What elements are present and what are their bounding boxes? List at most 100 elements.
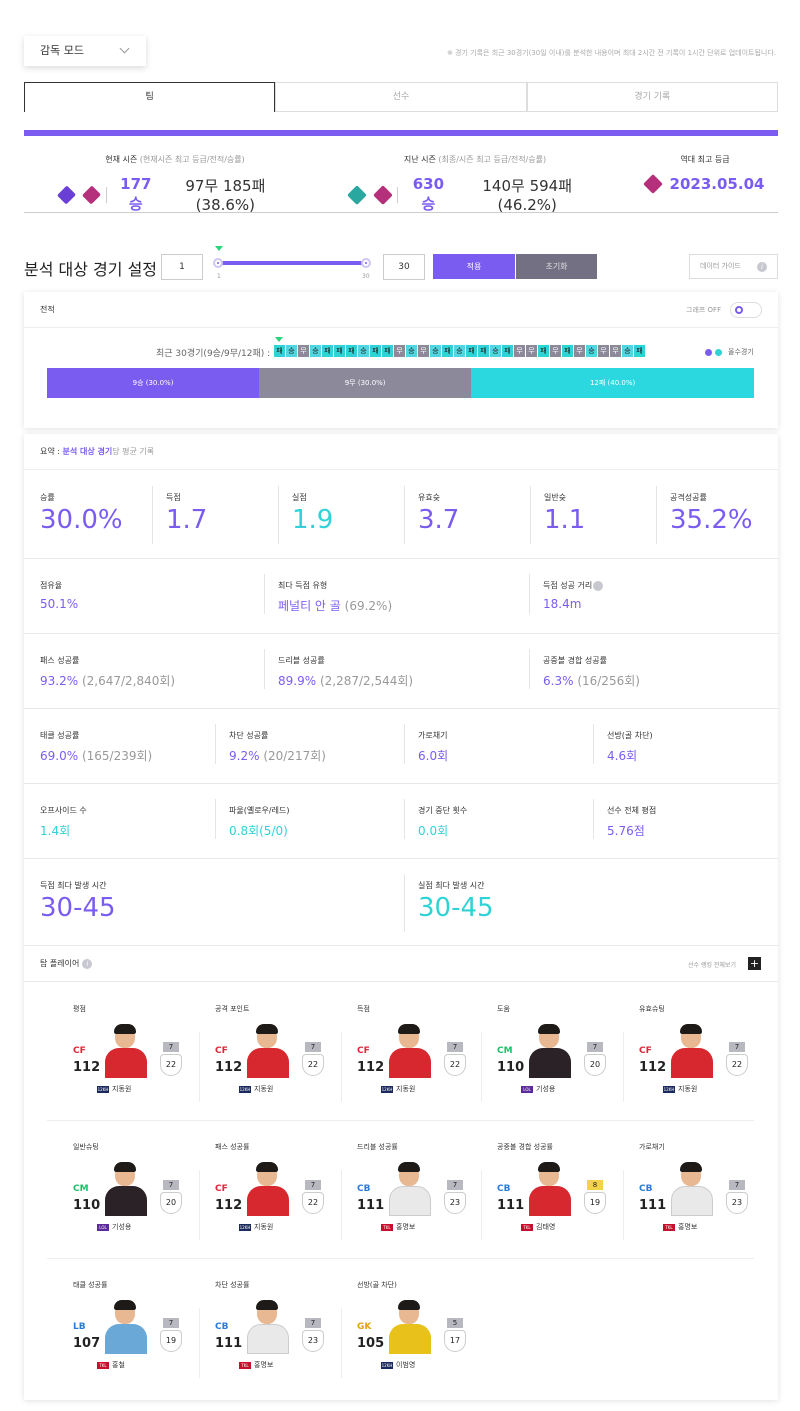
stat-value: 1.4회	[40, 822, 87, 839]
player-name-row: 12KH 지동원	[239, 1084, 273, 1094]
stat-item: 공중볼 경합 성공률 6.3% (16/256회)	[543, 655, 640, 689]
stat-item: 가로채기 6.0회	[418, 730, 448, 764]
divider	[199, 1170, 200, 1240]
hair-icon	[398, 1300, 420, 1310]
stat-label: 선방(골 차단)	[607, 731, 653, 740]
result-cell: 승	[586, 345, 597, 357]
divider	[341, 1308, 342, 1378]
player-card[interactable]: 태클 성공률 LB 107 7 19 TKL 홍철	[73, 1280, 197, 1390]
tab-player[interactable]: 선수	[275, 82, 527, 112]
player-photo	[387, 1300, 433, 1354]
divider	[593, 799, 594, 839]
divider	[199, 1032, 200, 1102]
result-cell: 패	[442, 345, 453, 357]
best-rank-label: 역대 최고 등급	[680, 155, 730, 164]
player-position: CB	[497, 1184, 511, 1194]
stat-value: 18.4m	[543, 597, 592, 611]
player-card[interactable]: 차단 성공률 CB 111 7 23 TKL 홍명보	[215, 1280, 339, 1390]
player-card[interactable]: 도움 CM 110 7 20 LOL 기성용	[497, 1004, 621, 1114]
player-position: LB	[73, 1322, 86, 1332]
reset-button[interactable]: 초기화	[516, 254, 597, 279]
stat-value: 69.0% (165/239회)	[40, 747, 152, 764]
player-category: 선방(골 차단)	[357, 1281, 397, 1289]
player-category: 일반슈팅	[73, 1143, 99, 1151]
player-card[interactable]: 유효슈팅 CF 112 7 22 12KH 지동원	[639, 1004, 763, 1114]
legend-dot-icon	[715, 348, 722, 356]
player-category: 태클 성공률	[73, 1281, 108, 1289]
stat-value: 35.2%	[670, 505, 753, 535]
mode-label: 감독 모드	[40, 44, 84, 57]
info-icon: i	[82, 959, 93, 969]
graph-toggle[interactable]	[730, 302, 762, 318]
hair-icon	[680, 1024, 702, 1034]
player-name-row: 12KH 이범영	[381, 1360, 415, 1370]
result-cell: 패	[322, 345, 333, 357]
player-card[interactable]: 공격 포인트 CF 112 7 22 12KH 지동원	[215, 1004, 339, 1114]
tab-team[interactable]: 팀	[24, 82, 276, 112]
player-card[interactable]: 일반슈팅 CM 110 7 20 LOL 기성용	[73, 1142, 197, 1252]
slider-handle-start[interactable]	[213, 258, 223, 268]
player-card[interactable]: 평점 CF 112 7 22 12KH 지동원	[73, 1004, 197, 1114]
last-season-sub: (최종/시즌 최고 등급/전적/승률)	[438, 155, 547, 164]
tab-match-record[interactable]: 경기 기록	[526, 82, 778, 112]
range-slider[interactable]	[218, 261, 366, 265]
player-position: CF	[215, 1046, 228, 1056]
stat-label: 경기 중단 횟수	[418, 806, 468, 815]
result-cell: 승	[286, 345, 297, 357]
stat-label: 가로채기	[418, 731, 448, 740]
player-category: 공격 포인트	[215, 1005, 250, 1013]
hair-icon	[256, 1300, 278, 1310]
record-bar: 9승 (30.0%) 9무 (30.0%) 12패 (40.0%)	[47, 368, 754, 398]
season-badge-icon: 12KH	[381, 1085, 393, 1093]
data-guide-label: 데이터 가이드	[700, 262, 741, 270]
player-name: 지동원	[678, 1085, 698, 1093]
slider-handle-end[interactable]	[361, 258, 371, 268]
enhance-level: 7	[163, 1318, 179, 1328]
player-card[interactable]: 공중볼 경합 성공률 CB 111 8 19 TKL 김태영	[497, 1142, 621, 1252]
result-cell: 승	[430, 345, 441, 357]
plus-icon[interactable]: +	[748, 957, 761, 970]
data-guide-button[interactable]: 데이터 가이드 i	[689, 254, 778, 279]
stat-item: 태클 성공률 69.0% (165/239회)	[40, 730, 152, 764]
player-card[interactable]: 가로채기 CB 111 7 23 TKL 홍명보	[639, 1142, 763, 1252]
jersey-icon	[529, 1048, 571, 1078]
divider	[215, 799, 216, 839]
result-cell: 무	[598, 345, 609, 357]
player-category: 도움	[497, 1005, 510, 1013]
slider-min: 1	[217, 273, 221, 280]
main-tabs: 팀 선수 경기 기록	[24, 82, 778, 112]
jersey-icon	[247, 1186, 289, 1216]
stat-value: 30-45	[418, 893, 494, 923]
result-cell: 패	[478, 345, 489, 357]
jersey-number: 22	[444, 1054, 466, 1076]
result-cell: 무	[514, 345, 525, 357]
player-card[interactable]: 득점 CF 112 7 22 12KH 지동원	[357, 1004, 481, 1114]
player-card[interactable]: 선방(골 차단) GK 105 5 17 12KH 이범영	[357, 1280, 481, 1390]
jersey-icon	[529, 1186, 571, 1216]
stat-value: 0.8회(5/0)	[229, 822, 289, 839]
divider	[264, 574, 265, 614]
apply-button[interactable]: 적용	[433, 254, 515, 279]
stat-value: 페널티 안 골 (69.2%)	[278, 597, 392, 614]
divider	[47, 1120, 754, 1121]
range-from-input[interactable]: 1	[161, 254, 203, 280]
player-photo	[103, 1300, 149, 1354]
stat-number: 18.4m	[543, 597, 582, 611]
stat-value: 50.1%	[40, 597, 78, 611]
player-card[interactable]: 드리블 성공률 CB 111 7 23 TKL 홍명보	[357, 1142, 481, 1252]
player-ovr: 111	[215, 1336, 243, 1351]
stat-item: 경기 중단 횟수 0.0회	[418, 805, 467, 839]
stat-label: 승률	[40, 493, 55, 502]
divider	[152, 486, 153, 544]
jersey-number: 22	[302, 1192, 324, 1214]
stat-number: 93.2%	[40, 674, 79, 688]
current-season: 현재 시즌 (현재시즌 최고 등급/전적/승률) 177승 97무 185패(38…	[56, 154, 290, 214]
player-category: 유효슈팅	[639, 1005, 665, 1013]
player-ranking-link[interactable]: 선수 랭킹 전체보기	[688, 962, 736, 969]
player-category: 패스 성공률	[215, 1143, 250, 1151]
range-to-input[interactable]: 30	[383, 254, 425, 280]
mode-selector[interactable]: 감독 모드	[24, 36, 146, 66]
season-badge-icon: TKL	[521, 1223, 533, 1231]
player-card[interactable]: 패스 성공률 CF 112 7 22 12KH 지동원	[215, 1142, 339, 1252]
player-name-row: TKL 홍철	[97, 1360, 125, 1370]
